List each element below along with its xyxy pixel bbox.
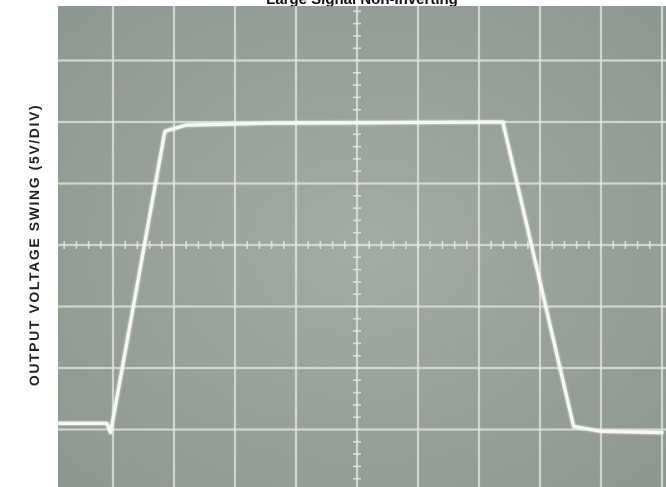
- series-line-0: [58, 120, 664, 435]
- y-axis-label: OUTPUT VOLTAGE SWING (5V/DIV): [26, 103, 42, 387]
- graticule: [58, 6, 666, 487]
- chart-title: Large Signal Non-Inverting: [58, 0, 666, 8]
- trace: [58, 120, 664, 435]
- oscilloscope-screen: [58, 6, 666, 487]
